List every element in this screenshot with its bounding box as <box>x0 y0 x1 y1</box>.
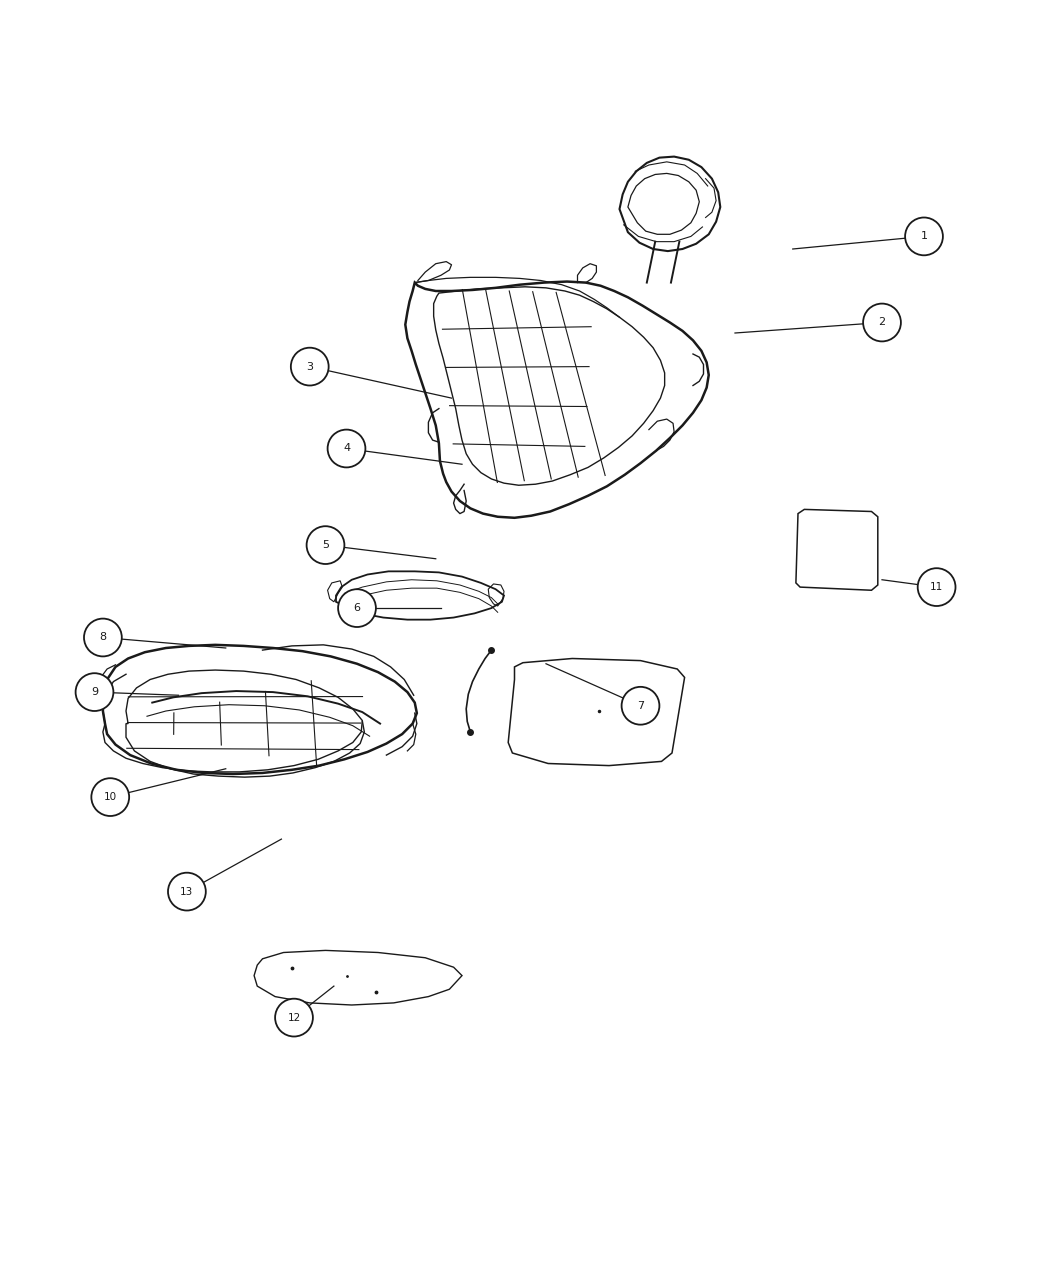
Circle shape <box>338 589 376 627</box>
Circle shape <box>275 998 313 1037</box>
Text: 13: 13 <box>181 886 193 896</box>
Circle shape <box>168 872 206 910</box>
Circle shape <box>76 673 113 711</box>
Circle shape <box>622 687 659 724</box>
Text: 3: 3 <box>307 362 313 371</box>
Text: 2: 2 <box>879 317 885 328</box>
Circle shape <box>91 778 129 816</box>
Circle shape <box>307 527 344 564</box>
Text: 6: 6 <box>354 603 360 613</box>
Text: 1: 1 <box>921 231 927 241</box>
Circle shape <box>328 430 365 468</box>
Circle shape <box>291 348 329 385</box>
Text: 10: 10 <box>104 792 117 802</box>
Circle shape <box>918 569 956 606</box>
Text: 11: 11 <box>930 583 943 592</box>
Circle shape <box>84 618 122 657</box>
Text: 9: 9 <box>91 687 98 697</box>
Text: 4: 4 <box>343 444 350 454</box>
Circle shape <box>863 303 901 342</box>
Text: 8: 8 <box>100 632 106 643</box>
Circle shape <box>905 218 943 255</box>
Text: 12: 12 <box>288 1012 300 1023</box>
Text: 7: 7 <box>637 701 644 710</box>
Text: 5: 5 <box>322 541 329 550</box>
